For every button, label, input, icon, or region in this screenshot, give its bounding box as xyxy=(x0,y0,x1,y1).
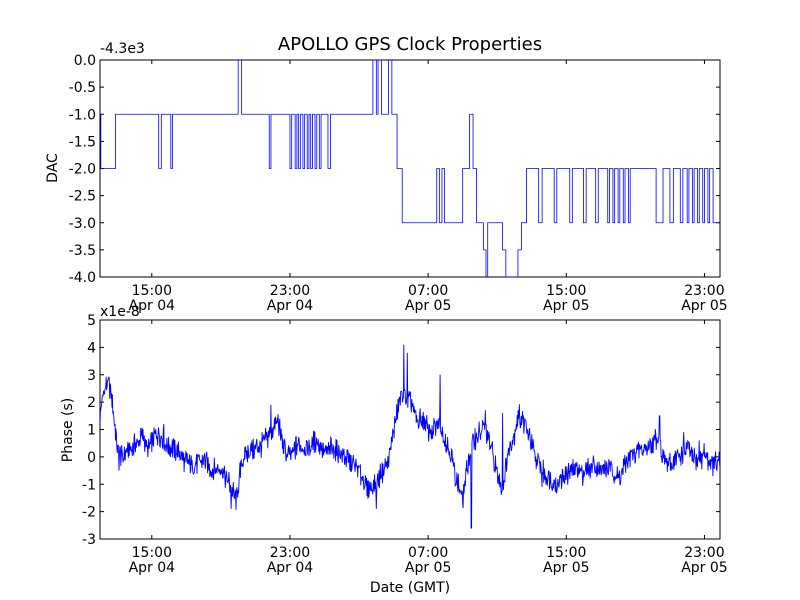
dac-ytick-label: -2.0 xyxy=(69,162,96,178)
phase-ytick-label: -1 xyxy=(82,477,96,493)
phase-xtick-time: 15:00 xyxy=(132,545,172,561)
phase-ytick-label: 5 xyxy=(87,313,96,329)
dac-ticks: 0.0 -0.5 -1.0 -1.5 -2.0 -2.5 -3.0 -3.5 -4.0 15:00… xyxy=(69,53,728,314)
phase-xtick-date: Apr 05 xyxy=(681,560,727,576)
dac-xtick-time: 23:00 xyxy=(684,283,724,299)
dac-subplot: APOLLO GPS Clock Properties 0.0 -0.5 -1.0 -… xyxy=(45,34,728,314)
dac-xtick-time: 07:00 xyxy=(408,283,448,299)
dac-ytick-label: -4.0 xyxy=(69,270,96,286)
dac-ytick-label: -3.5 xyxy=(69,243,96,259)
phase-ytick-label: 0 xyxy=(87,450,96,466)
phase-xlabel: Date (GMT) xyxy=(370,580,450,596)
phase-ytick-label: 4 xyxy=(87,340,96,356)
dac-ytick-label: -3.0 xyxy=(69,216,96,232)
dac-series-line xyxy=(100,60,720,277)
dac-offset-label: -4.3e3 xyxy=(100,41,145,57)
phase-axes-frame xyxy=(99,319,721,540)
dac-ytick-label: -0.5 xyxy=(69,80,96,96)
dac-xtick-date: Apr 05 xyxy=(543,298,589,314)
phase-ytick-label: 2 xyxy=(87,395,96,411)
dac-xtick-time: 15:00 xyxy=(132,283,172,299)
chart-title: APOLLO GPS Clock Properties xyxy=(278,34,542,55)
phase-xtick-date: Apr 04 xyxy=(267,560,314,576)
dac-xtick-date: Apr 05 xyxy=(681,298,727,314)
phase-ytick-label: -3 xyxy=(82,532,96,548)
phase-xtick-date: Apr 05 xyxy=(405,560,451,576)
phase-xtick-time: 23:00 xyxy=(684,545,724,561)
dac-ylabel: DAC xyxy=(45,153,61,183)
phase-series-line xyxy=(100,344,720,529)
phase-xtick-time: 15:00 xyxy=(546,545,586,561)
dac-ytick-label: -2.5 xyxy=(69,189,96,205)
dac-xtick-date: Apr 04 xyxy=(267,298,314,314)
dac-xtick-date: Apr 04 xyxy=(129,298,176,314)
dac-xtick-time: 23:00 xyxy=(270,283,310,299)
phase-ytick-label: 1 xyxy=(87,423,96,439)
dac-xtick-date: Apr 05 xyxy=(405,298,451,314)
phase-xtick-time: 07:00 xyxy=(408,545,448,561)
phase-xtick-date: Apr 05 xyxy=(543,560,589,576)
dac-xtick-time: 15:00 xyxy=(546,283,586,299)
dac-ytick-label: 0.0 xyxy=(74,53,96,69)
dac-ytick-label: -1.0 xyxy=(69,107,96,123)
phase-ytick-label: -2 xyxy=(82,505,96,521)
phase-xtick-date: Apr 04 xyxy=(129,560,176,576)
phase-ylabel: Phase (s) xyxy=(60,398,76,462)
phase-ytick-label: 3 xyxy=(87,368,96,384)
phase-offset-label: x1e-8 xyxy=(100,304,140,320)
dac-ytick-label: -1.5 xyxy=(69,134,96,150)
phase-xtick-time: 23:00 xyxy=(270,545,310,561)
